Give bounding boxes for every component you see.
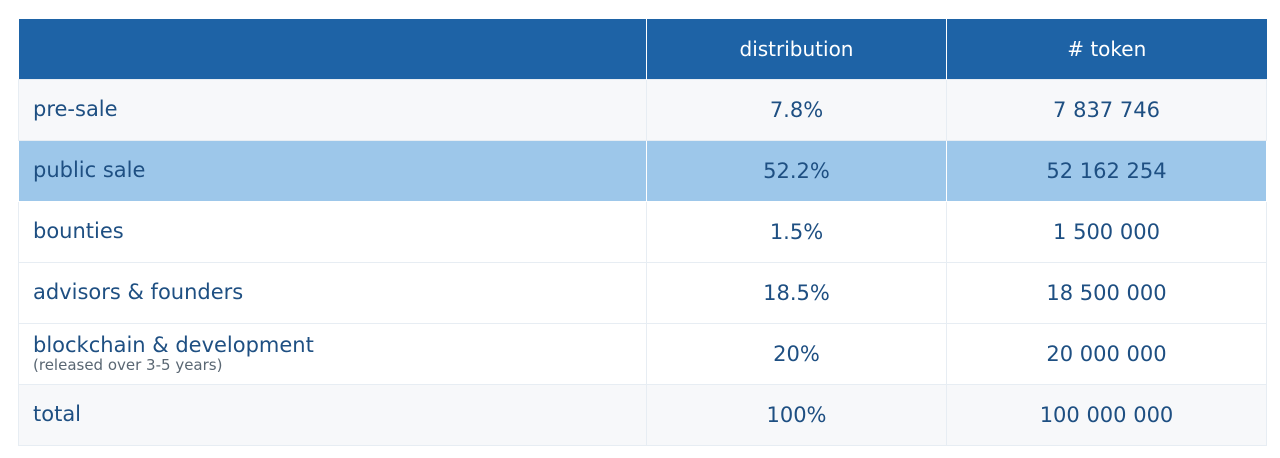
row-name: blockchain & development xyxy=(33,333,314,358)
row-name: pre-sale xyxy=(33,97,118,122)
row-name-cell: public sale xyxy=(18,139,647,202)
header-token: # token xyxy=(946,19,1267,79)
row-tokens: 100 000 000 xyxy=(946,383,1267,446)
row-name: public sale xyxy=(33,158,146,183)
row-name-cell: bounties xyxy=(18,200,647,263)
table-row-total: total 100% 100 000 000 xyxy=(18,383,1267,446)
table-row-bounties: bounties 1.5% 1 500 000 xyxy=(18,200,1267,263)
row-name: bounties xyxy=(33,219,124,244)
row-name: total xyxy=(33,402,82,427)
row-name-cell: total xyxy=(18,383,647,446)
header-row: distribution # token xyxy=(18,19,1267,79)
row-tokens: 1 500 000 xyxy=(946,200,1267,263)
header-distribution: distribution xyxy=(646,19,947,79)
row-tokens: 18 500 000 xyxy=(946,261,1267,324)
table-row-advisors-founders: advisors & founders 18.5% 18 500 000 xyxy=(18,261,1267,324)
table-row-blockchain-development: blockchain & development (released over … xyxy=(18,322,1267,385)
token-distribution-table: distribution # token pre-sale 7.8% 7 837… xyxy=(18,19,1267,446)
row-tokens: 20 000 000 xyxy=(946,322,1267,385)
table-body: pre-sale 7.8% 7 837 746 public sale 52.2… xyxy=(18,78,1267,446)
row-tokens: 52 162 254 xyxy=(946,139,1267,202)
row-tokens: 7 837 746 xyxy=(946,78,1267,141)
row-distribution: 52.2% xyxy=(646,139,947,202)
row-name-cell: blockchain & development (released over … xyxy=(18,322,647,385)
row-name-cell: pre-sale xyxy=(18,78,647,141)
row-distribution: 18.5% xyxy=(646,261,947,324)
row-note: (released over 3-5 years) xyxy=(33,356,223,375)
table-row-public-sale: public sale 52.2% 52 162 254 xyxy=(18,139,1267,202)
row-distribution: 100% xyxy=(646,383,947,446)
row-name: advisors & founders xyxy=(33,280,244,305)
row-name-cell: advisors & founders xyxy=(18,261,647,324)
table-row-pre-sale: pre-sale 7.8% 7 837 746 xyxy=(18,78,1267,141)
header-empty-cell xyxy=(18,19,647,79)
row-distribution: 1.5% xyxy=(646,200,947,263)
row-distribution: 7.8% xyxy=(646,78,947,141)
row-distribution: 20% xyxy=(646,322,947,385)
table-header: distribution # token xyxy=(18,19,1267,79)
